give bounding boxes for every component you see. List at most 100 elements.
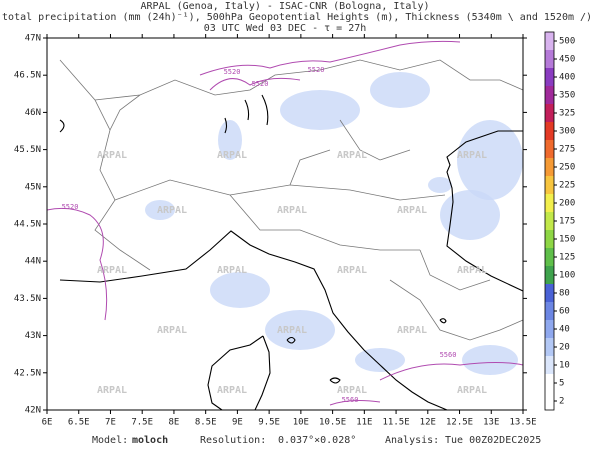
colorbar-swatch: [545, 86, 554, 104]
colorbar-swatch: [545, 176, 554, 194]
lat-label: 43N: [25, 331, 41, 341]
watermark: ARPAL: [217, 385, 247, 396]
lat-label: 44.5N: [14, 220, 41, 230]
colorbar-label: 350: [559, 91, 575, 101]
watermark: ARPAL: [277, 205, 307, 216]
colorbar-label: 500: [559, 37, 575, 47]
axes: 47N 46.5N 46N 45.5N 45N 44.5N 44N 43.5N 43N 42.5N…: [14, 34, 537, 428]
lon-label: 6E: [42, 418, 53, 428]
watermark: ARPAL: [397, 325, 427, 336]
lat-label: 46.5N: [14, 71, 41, 81]
colorbar-swatch: [545, 122, 554, 140]
lon-label: 12.5E: [446, 418, 473, 428]
lon-label: 10.5E: [319, 418, 346, 428]
colorbar-label: 5: [559, 379, 564, 389]
contour-label: 5520: [62, 203, 79, 211]
watermark: ARPAL: [97, 150, 127, 161]
watermark: ARPAL: [337, 385, 367, 396]
colorbar-label: 125: [559, 253, 575, 263]
lon-label: 7.5E: [131, 418, 153, 428]
watermark: ARPAL: [457, 385, 487, 396]
colorbar-swatch: [545, 266, 554, 284]
watermark: ARPAL: [337, 265, 367, 276]
colorbar-label: 150: [559, 235, 575, 245]
footer-label: Analysis:: [385, 435, 439, 446]
footer-value: Tue 00Z02DEC2025: [445, 435, 541, 446]
lon-label: 6.5E: [68, 418, 90, 428]
header-line: 03 UTC Wed 03 DEC - τ = 27h: [204, 23, 367, 34]
footer: Model: moloch Resolution: 0.037°×0.028° …: [92, 435, 541, 446]
colorbar-label: 80: [559, 289, 570, 299]
lon-label: 9.5E: [258, 418, 280, 428]
colorbar-swatch: [545, 140, 554, 158]
colorbar-label: 325: [559, 109, 575, 119]
contour-label: 5520: [224, 68, 241, 76]
lon-label: 11.5E: [383, 418, 410, 428]
watermark: ARPAL: [457, 265, 487, 276]
colorbar: 2 5 10 20 40 60 80 100 125 150 175 200 225 250 275 300 3…: [544, 31, 575, 411]
lat-label: 42N: [25, 406, 41, 416]
colorbar-swatch: [545, 392, 554, 410]
coastline: [59, 94, 524, 411]
lon-label: 10E: [293, 418, 309, 428]
colorbar-swatch: [545, 302, 554, 320]
watermark: ARPAL: [217, 150, 247, 161]
contour-labels: 5520 5520 5520 5520 5560 5560: [62, 66, 457, 404]
colorbar-swatch: [545, 230, 554, 248]
colorbar-swatch: [545, 68, 554, 86]
watermark: ARPAL: [337, 150, 367, 161]
watermark: ARPAL: [397, 205, 427, 216]
colorbar-swatch: [545, 374, 554, 392]
colorbar-label: 400: [559, 73, 575, 83]
colorbar-label: 2: [559, 397, 564, 407]
contour-label: 5560: [440, 351, 457, 359]
colorbar-label: 250: [559, 163, 575, 173]
colorbar-label: 10: [559, 361, 570, 371]
lat-label: 46N: [25, 108, 41, 118]
colorbar-label: 300: [559, 127, 575, 137]
watermarks: ARPAL ARPAL ARPAL ARPAL ARPAL ARPAL ARPAL ARPAL…: [97, 150, 487, 396]
watermark: ARPAL: [457, 150, 487, 161]
contours: [46, 40, 524, 406]
footer-label: Resolution:: [200, 435, 266, 446]
lat-label: 42.5N: [14, 368, 41, 378]
colorbar-swatch: [545, 284, 554, 302]
colorbar-label: 60: [559, 307, 570, 317]
watermark: ARPAL: [157, 205, 187, 216]
colorbar-label: 225: [559, 181, 575, 191]
footer-value: 0.037°×0.028°: [278, 435, 356, 446]
colorbar-label: 200: [559, 199, 575, 209]
colorbar-swatch: [545, 104, 554, 122]
colorbar-label: 450: [559, 55, 575, 65]
watermark: ARPAL: [97, 385, 127, 396]
lat-label: 45N: [25, 182, 41, 192]
colorbar-swatch: [545, 212, 554, 230]
colorbar-swatch: [545, 50, 554, 68]
colorbar-label: 275: [559, 145, 575, 155]
watermark: ARPAL: [217, 265, 247, 276]
lon-label: 8E: [169, 418, 180, 428]
colorbar-swatch: [545, 194, 554, 212]
watermark: ARPAL: [157, 325, 187, 336]
colorbar-label: 175: [559, 217, 575, 227]
lat-label: 45.5N: [14, 145, 41, 155]
lon-label: 12E: [420, 418, 436, 428]
footer-label: Model:: [92, 435, 128, 446]
colorbar-label: 40: [559, 325, 570, 335]
contour-label: 5520: [252, 80, 269, 88]
colorbar-swatch: [545, 320, 554, 338]
lat-label: 43.5N: [14, 294, 41, 304]
header-line: ARPAL (Genoa, Italy) - ISAC-CNR (Bologna…: [141, 1, 430, 12]
lon-label: 8.5E: [195, 418, 217, 428]
contour-label: 5520: [308, 66, 325, 74]
watermark: ARPAL: [97, 265, 127, 276]
colorbar-swatch: [545, 338, 554, 356]
colorbar-swatch: [545, 248, 554, 266]
borders: [59, 59, 524, 341]
lon-label: 7E: [105, 418, 116, 428]
lat-label: 47N: [25, 34, 41, 44]
header-line: 24h total precipitation (mm (24h)⁻¹), 50…: [0, 12, 592, 23]
colorbar-swatch: [545, 158, 554, 176]
